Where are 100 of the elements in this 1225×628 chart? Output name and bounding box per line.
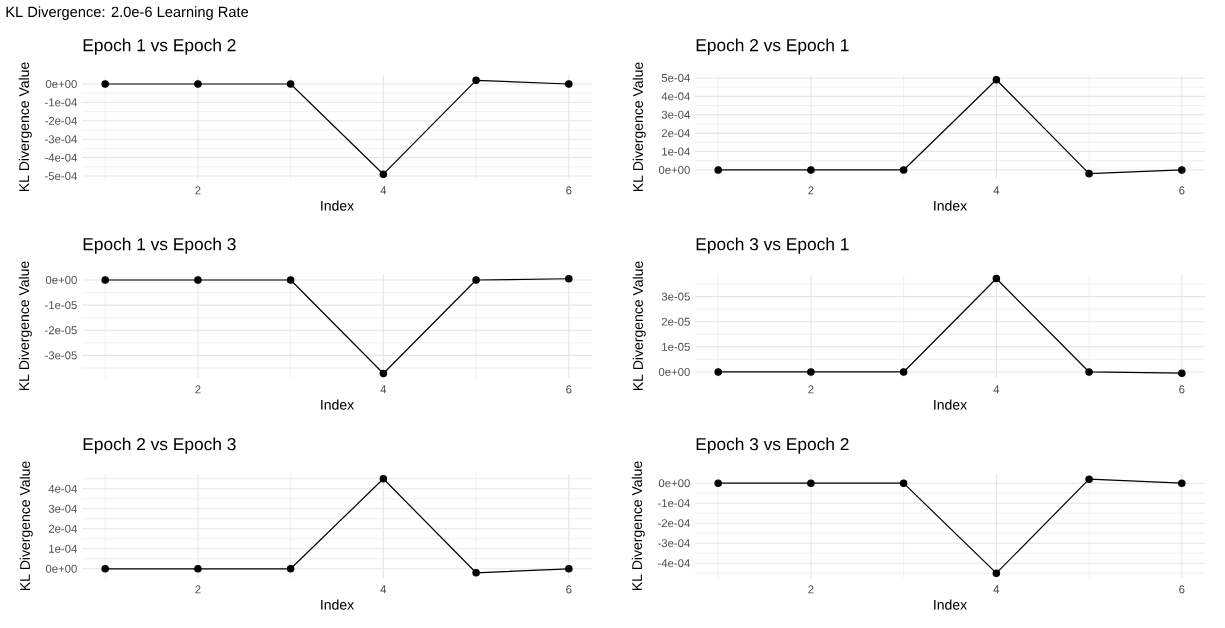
point [472,76,480,85]
point [807,479,815,487]
point [379,170,388,178]
x-axis-title: Index [934,599,967,610]
point [714,479,722,487]
y-axis-title: KL Divergence Value [632,62,646,192]
point [1178,479,1186,487]
point [807,166,815,174]
point [194,80,202,88]
point [899,368,908,376]
y-tick-label: -3e-05 [45,351,77,360]
x-tick-label: 4 [993,585,1000,594]
point [194,564,202,573]
x-axis-title: Index [934,399,967,410]
y-tick-label: -1e-04 [45,98,77,107]
point [472,568,480,577]
chart-title: Epoch 1 vs Epoch 3 [83,237,236,254]
point [899,166,908,174]
text: KL Divergence: 2.0e-6 Learning Rate [6,6,249,20]
y-tick-label: 0e+00 [45,80,77,89]
x-tick-label: 6 [1179,585,1185,594]
point [992,274,1001,283]
y-tick-label: 5e-04 [661,73,690,82]
y-tick-label: 3e-05 [661,292,690,301]
y-axis-title: KL Divergence Value [632,261,646,391]
x-tick-label: 4 [380,385,387,394]
point [899,479,908,487]
x-tick-label: 2 [195,385,201,394]
chart-title: Epoch 3 vs Epoch 1 [696,237,849,254]
y-tick-label: -4e-04 [45,153,77,162]
point [286,80,295,88]
y-axis-title: KL Divergence Value [18,261,32,391]
y-tick-label: 4e-04 [48,484,77,493]
y-tick-label: -2e-04 [658,519,690,528]
y-tick-label: 0e+00 [45,276,77,285]
point [565,80,573,88]
point [714,166,722,174]
y-tick-label: 2e-04 [48,524,77,533]
x-tick-label: 6 [1179,385,1185,394]
point [379,369,388,378]
point [565,564,573,573]
y-tick-label: -3e-04 [45,135,77,144]
y-tick-label: -1e-04 [658,499,690,508]
point [286,564,295,573]
chart-title: Epoch 3 vs Epoch 2 [696,437,849,454]
point [1085,169,1093,178]
x-tick-label: 2 [808,186,814,195]
point [1085,368,1093,376]
y-tick-label: 1e-04 [49,544,77,553]
chart-title: Epoch 2 vs Epoch 3 [83,437,236,454]
y-tick-label: 0e+00 [658,165,690,174]
y-tick-label: -4e-04 [658,559,690,568]
x-tick-label: 6 [566,385,572,394]
x-tick-label: 4 [380,585,387,594]
x-tick-label: 4 [993,385,1000,394]
point [379,474,388,483]
x-tick-label: 2 [808,585,814,594]
x-tick-label: 4 [993,186,1000,195]
point [1178,369,1186,378]
point [472,276,480,284]
y-tick-label: 0e+00 [658,479,690,488]
point [286,276,295,284]
x-tick-label: 6 [566,186,572,195]
y-tick-label: 4e-04 [661,92,690,101]
point [101,276,109,284]
y-axis-title: KL Divergence Value [19,461,33,591]
y-tick-label: -2e-05 [45,326,77,335]
x-tick-label: 6 [1179,186,1185,195]
y-tick-label: 1e-05 [662,342,690,351]
y-tick-label: 1e-04 [662,147,690,156]
y-tick-label: -3e-04 [658,539,690,548]
x-axis-title: Index [321,200,354,211]
point [992,569,1001,577]
y-axis-title: KL Divergence Value [18,62,32,192]
x-axis-title: Index [321,399,354,410]
point [565,274,573,283]
x-tick-label: 2 [195,585,201,594]
x-tick-label: 2 [808,385,814,394]
chart-title: Epoch 1 vs Epoch 2 [83,38,236,55]
point [1178,166,1186,174]
x-tick-label: 4 [380,186,387,195]
y-tick-label: 3e-04 [661,110,690,119]
x-axis-title: Index [321,599,354,610]
point [101,564,109,573]
point [992,75,1001,84]
point [807,368,815,376]
y-axis-title: KL Divergence Value [631,461,645,591]
point [714,368,722,376]
point [194,276,202,284]
y-tick-label: 0e+00 [45,564,77,573]
y-tick-label: 0e+00 [658,367,690,376]
y-tick-label: 2e-05 [661,317,690,326]
y-tick-label: 2e-04 [661,129,690,138]
x-tick-label: 2 [195,186,201,195]
y-tick-label: -1e-05 [45,301,77,310]
point [101,80,109,88]
chart-title: Epoch 2 vs Epoch 1 [696,38,849,55]
x-axis-title: Index [934,200,967,211]
x-tick-label: 6 [566,585,572,594]
y-tick-label: -2e-04 [45,116,77,125]
